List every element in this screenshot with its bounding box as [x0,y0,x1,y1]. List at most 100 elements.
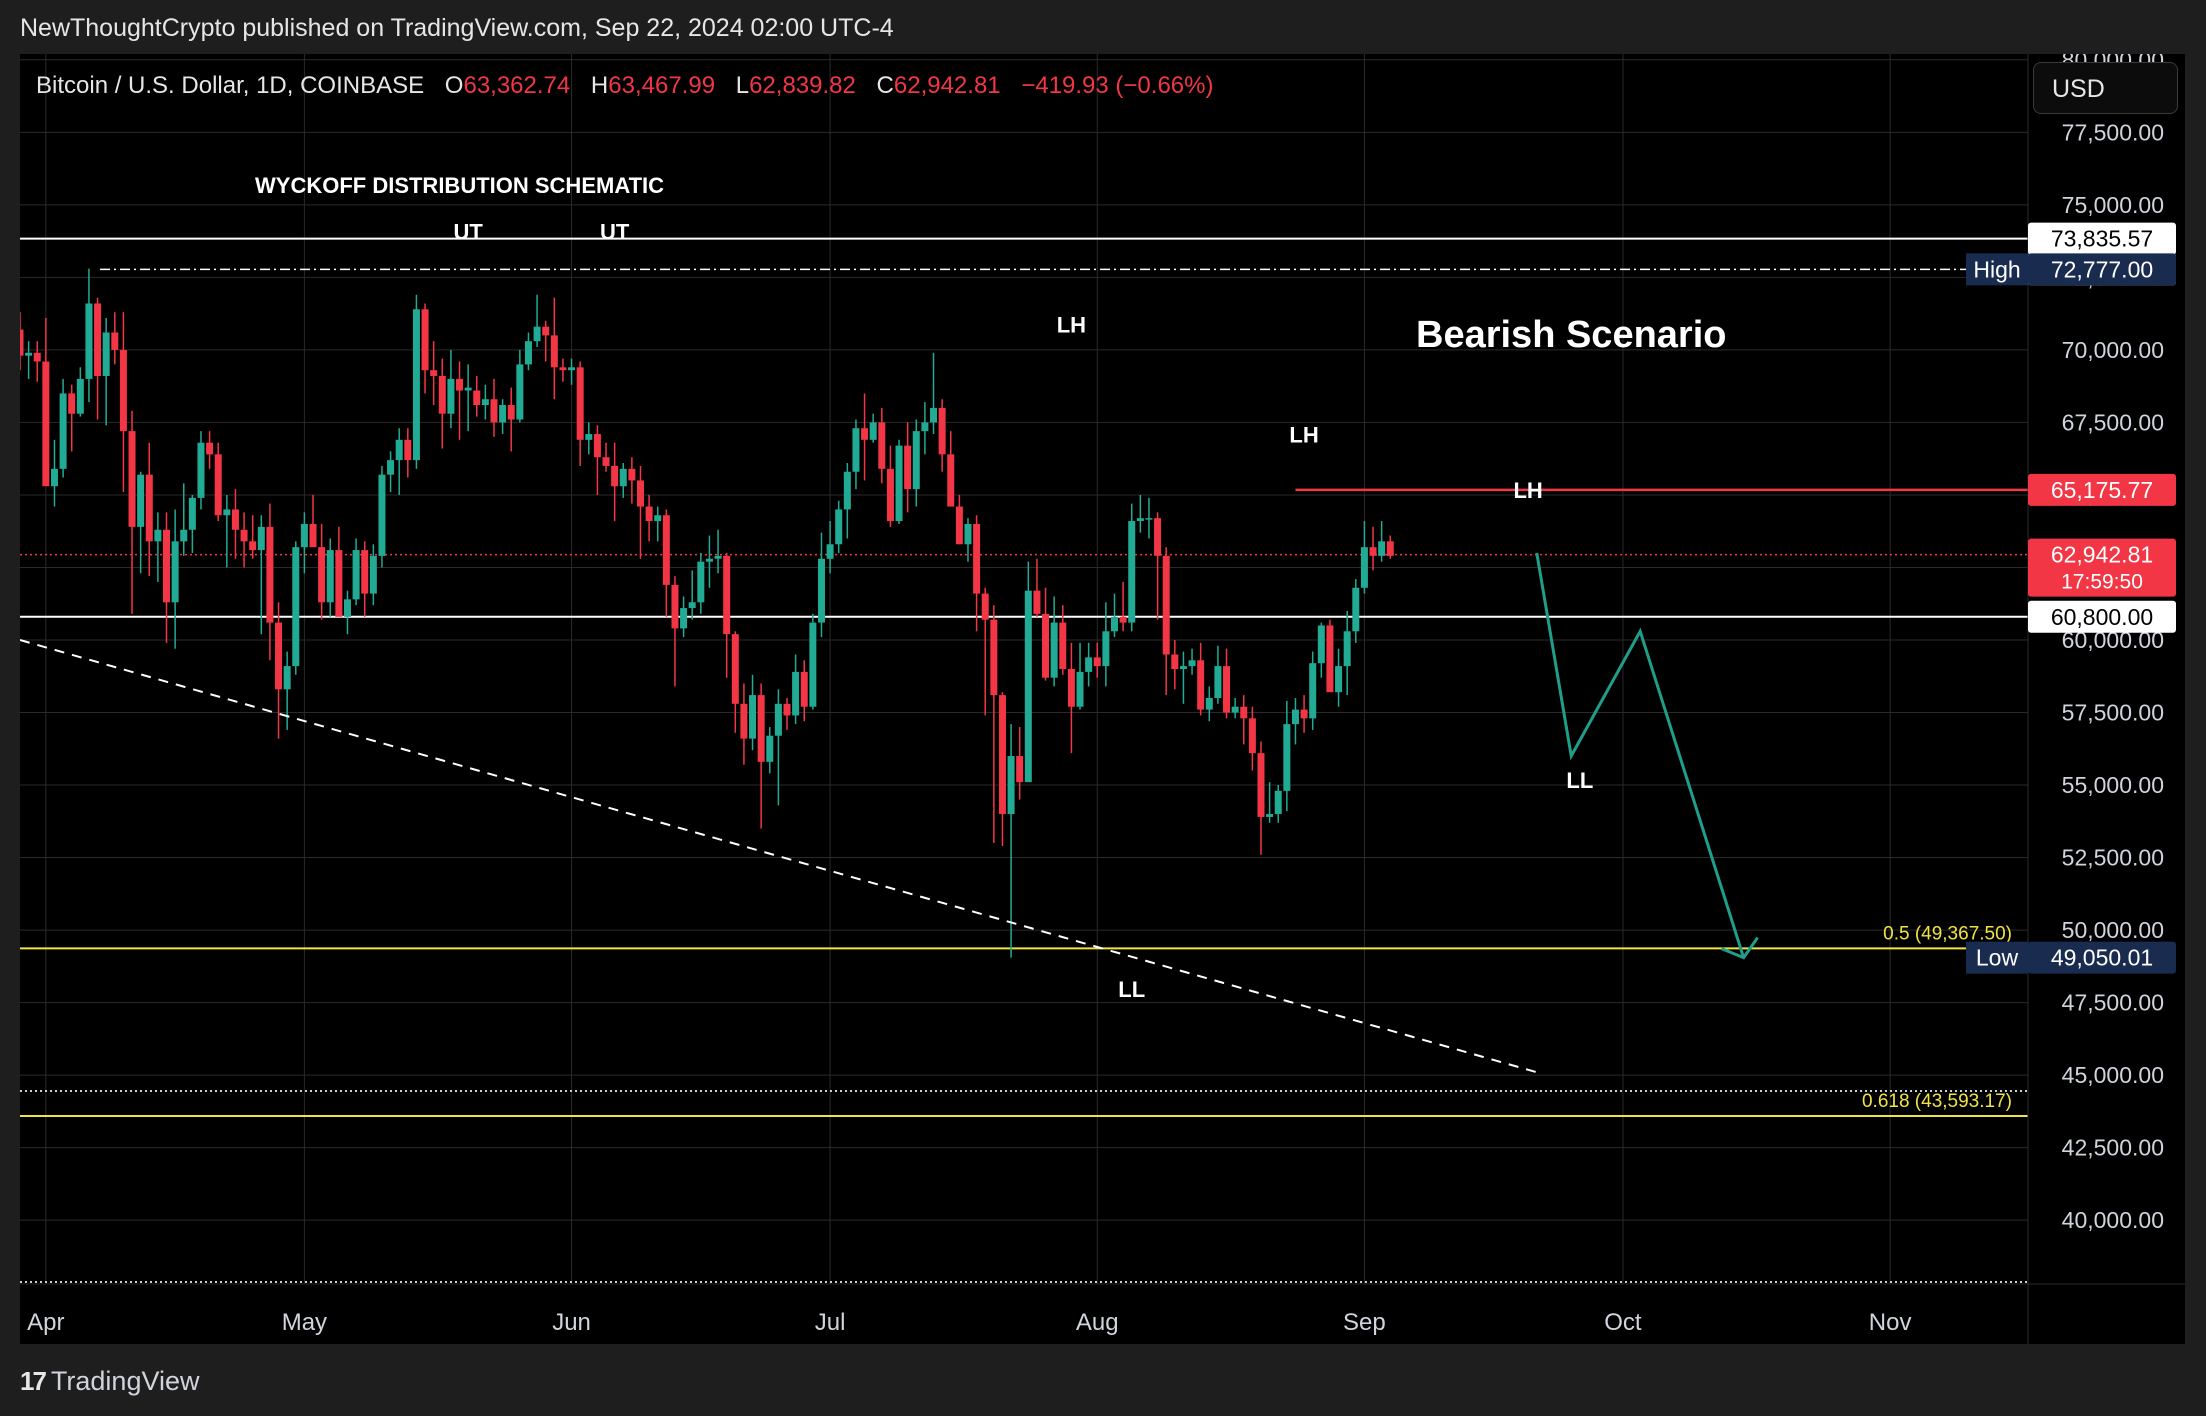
candle-body [1102,631,1110,667]
candle-body [619,468,627,487]
candle-body [826,544,834,559]
candle-body [749,695,757,739]
candle-body [300,523,308,548]
y-tick-label: 67,500.00 [2062,409,2164,435]
open-label: O [445,72,464,99]
candle-body [507,405,515,420]
candle-body [843,471,851,510]
candle-body [335,550,343,617]
y-tick-label: 55,000.00 [2062,772,2164,798]
candle-body [990,619,998,696]
price-tag-name: Low [1976,945,2019,971]
candle-body [783,703,791,716]
y-tick-label: 52,500.00 [2062,845,2164,871]
candle-body [585,434,593,440]
candle-body [76,378,84,414]
candle-body [249,541,257,551]
candle-body [533,326,541,342]
candle-body [524,341,532,365]
candle-body [85,303,93,379]
candle-body [275,622,283,690]
price-tag [2028,222,2176,255]
candle-body [25,352,33,356]
annotation-label: LH [1057,312,1086,337]
close-label: C [877,72,894,99]
candle-body [111,332,119,350]
chart-panel[interactable]: 0.5 (49,367.50) 0.618 (43,593.17) WYCKOFF… [16,47,2185,1344]
x-tick-label: Jun [552,1309,591,1336]
price-chart[interactable]: 0.5 (49,367.50) 0.618 (43,593.17) WYCKOFF… [16,47,2185,1344]
candle-body [680,608,688,629]
annotation-label: LH [1513,478,1542,503]
candle-body [1179,666,1187,669]
currency-button[interactable]: USD [2033,62,2178,114]
axes: 80,000.0077,500.0075,000.0072,500.0070,0… [20,47,2185,1344]
symbol-label: Bitcoin / U.S. Dollar, 1D, COINBASE [36,72,424,99]
candle-body [662,515,670,585]
candle-body [1042,613,1050,678]
candle-body [1274,790,1282,815]
candle-body [318,547,326,603]
ohlc-legend: Bitcoin / U.S. Dollar, 1D, COINBASE O63,… [36,72,1213,99]
candle-body [912,431,920,490]
candle-body [930,407,938,423]
y-tick-label: 77,500.00 [2062,119,2164,145]
y-tick-label: 40,000.00 [2062,1207,2164,1233]
candle-body [59,393,67,469]
open-value: 63,362.74 [463,72,570,99]
candle-body [1085,657,1093,672]
overlays: WYCKOFF DISTRIBUTION SCHEMATIC UT UT LH Bear… [19,173,1759,1074]
x-tick-label: Jul [815,1309,846,1336]
candle-body [1076,671,1084,707]
x-tick-label: Nov [1869,1309,1912,1336]
annotation-label: LL [1118,977,1145,1002]
candle-body [697,561,705,603]
candle-body [921,422,929,432]
candle-body [309,523,317,548]
candle-body [688,602,696,609]
candle-body [387,460,395,475]
candle-body [817,558,825,623]
annotation-label: WYCKOFF DISTRIBUTION SCHEMATIC [255,173,664,198]
candle-body [1016,756,1024,783]
candle-body [731,634,739,704]
annotation-label: LL [1566,768,1593,793]
y-tick-label: 50,000.00 [2062,917,2164,943]
candle-body [1231,706,1239,713]
y-tick-label: 57,500.00 [2062,700,2164,726]
price-tag [2028,473,2176,506]
candle-body [119,349,127,432]
candle-body [240,529,248,542]
candle-body [1352,587,1360,632]
candle-body [352,550,360,600]
candle-body [1343,631,1351,667]
tradingview-brand[interactable]: 17 TradingView [20,1366,200,1397]
high-label: H [591,72,608,99]
grid [20,54,2028,1284]
candle-body [1067,669,1075,707]
candle-body [1386,541,1394,556]
annotation-label: UT [453,220,483,245]
candle-body [163,529,171,603]
candle-body [171,541,179,603]
candle-body [188,497,196,530]
annotation-label: Bearish Scenario [1416,314,1726,356]
candle-body [430,370,438,377]
candle-body [895,445,903,522]
change-value: −419.93 (−0.66%) [1021,72,1213,99]
candle-body [456,378,464,391]
candle-body [33,352,41,362]
candle-body [438,376,446,414]
candle-body [981,593,989,620]
candle-body [955,506,963,545]
candle-body [257,526,265,551]
x-tick-label: May [282,1309,327,1336]
horizontal-levels: 0.5 (49,367.50) 0.618 (43,593.17) [20,237,2028,1283]
candle-body [154,529,162,542]
candle-body [576,367,584,440]
candle-body [998,695,1006,815]
candle-body [611,465,619,487]
candle-body [1257,753,1265,817]
candle-body [1369,547,1377,556]
candle-body [645,506,653,522]
